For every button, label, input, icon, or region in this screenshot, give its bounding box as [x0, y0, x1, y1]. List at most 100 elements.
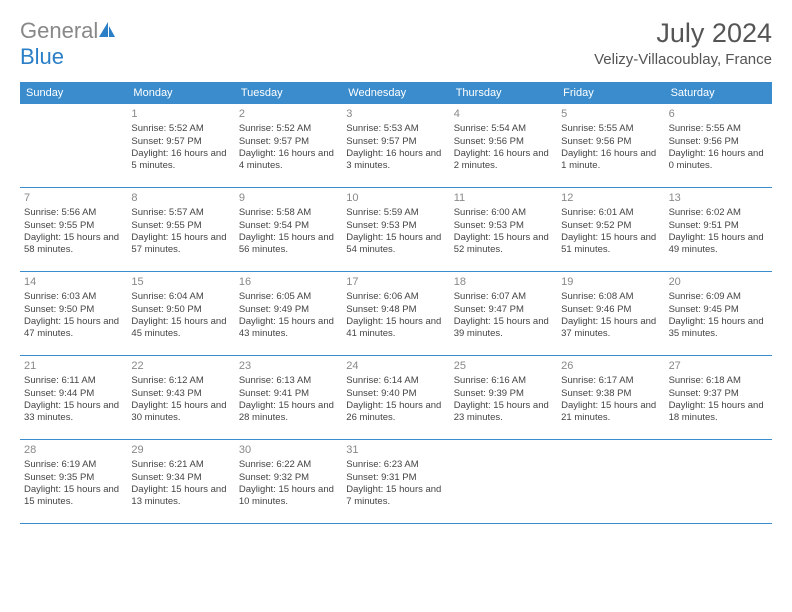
sunrise-text: Sunrise: 5:58 AM — [239, 207, 338, 219]
day-number: 24 — [346, 359, 445, 373]
day-number: 30 — [239, 443, 338, 457]
day-number: 5 — [561, 107, 660, 121]
sunrise-text: Sunrise: 6:21 AM — [131, 459, 230, 471]
sunset-text: Sunset: 9:54 PM — [239, 220, 338, 232]
weekday-header: Wednesday — [342, 82, 449, 104]
sunrise-text: Sunrise: 6:06 AM — [346, 291, 445, 303]
daylight-text: Daylight: 16 hours and 4 minutes. — [239, 148, 338, 173]
day-cell: 4Sunrise: 5:54 AMSunset: 9:56 PMDaylight… — [450, 104, 557, 188]
day-number: 25 — [454, 359, 553, 373]
sunrise-text: Sunrise: 6:13 AM — [239, 375, 338, 387]
sunset-text: Sunset: 9:39 PM — [454, 388, 553, 400]
sunrise-text: Sunrise: 5:57 AM — [131, 207, 230, 219]
sunset-text: Sunset: 9:43 PM — [131, 388, 230, 400]
weekday-header: Saturday — [665, 82, 772, 104]
day-number: 4 — [454, 107, 553, 121]
day-cell: 21Sunrise: 6:11 AMSunset: 9:44 PMDayligh… — [20, 356, 127, 440]
day-cell: 10Sunrise: 5:59 AMSunset: 9:53 PMDayligh… — [342, 188, 449, 272]
day-cell: 6Sunrise: 5:55 AMSunset: 9:56 PMDaylight… — [665, 104, 772, 188]
sunset-text: Sunset: 9:32 PM — [239, 472, 338, 484]
day-number: 17 — [346, 275, 445, 289]
sunrise-text: Sunrise: 5:52 AM — [131, 123, 230, 135]
day-cell: 2Sunrise: 5:52 AMSunset: 9:57 PMDaylight… — [235, 104, 342, 188]
sunrise-text: Sunrise: 6:09 AM — [669, 291, 768, 303]
daylight-text: Daylight: 15 hours and 52 minutes. — [454, 232, 553, 257]
daylight-text: Daylight: 15 hours and 23 minutes. — [454, 400, 553, 425]
location-label: Velizy-Villacoublay, France — [594, 51, 772, 68]
sunrise-text: Sunrise: 5:55 AM — [669, 123, 768, 135]
day-number: 19 — [561, 275, 660, 289]
sunrise-text: Sunrise: 6:16 AM — [454, 375, 553, 387]
sunset-text: Sunset: 9:56 PM — [669, 136, 768, 148]
sunset-text: Sunset: 9:57 PM — [346, 136, 445, 148]
sunset-text: Sunset: 9:55 PM — [24, 220, 123, 232]
daylight-text: Daylight: 15 hours and 35 minutes. — [669, 316, 768, 341]
sunset-text: Sunset: 9:57 PM — [131, 136, 230, 148]
day-cell: 22Sunrise: 6:12 AMSunset: 9:43 PMDayligh… — [127, 356, 234, 440]
day-number: 20 — [669, 275, 768, 289]
logo-sail-icon — [98, 18, 116, 44]
day-cell: 26Sunrise: 6:17 AMSunset: 9:38 PMDayligh… — [557, 356, 664, 440]
empty-cell — [557, 440, 664, 524]
logo-text-blue: Blue — [20, 44, 64, 69]
day-cell: 23Sunrise: 6:13 AMSunset: 9:41 PMDayligh… — [235, 356, 342, 440]
sunset-text: Sunset: 9:31 PM — [346, 472, 445, 484]
day-number: 15 — [131, 275, 230, 289]
day-cell: 14Sunrise: 6:03 AMSunset: 9:50 PMDayligh… — [20, 272, 127, 356]
day-number: 13 — [669, 191, 768, 205]
day-cell: 30Sunrise: 6:22 AMSunset: 9:32 PMDayligh… — [235, 440, 342, 524]
month-title: July 2024 — [594, 18, 772, 49]
day-cell: 16Sunrise: 6:05 AMSunset: 9:49 PMDayligh… — [235, 272, 342, 356]
day-number: 10 — [346, 191, 445, 205]
weekday-header: Sunday — [20, 82, 127, 104]
sunset-text: Sunset: 9:50 PM — [131, 304, 230, 316]
day-cell: 11Sunrise: 6:00 AMSunset: 9:53 PMDayligh… — [450, 188, 557, 272]
daylight-text: Daylight: 15 hours and 21 minutes. — [561, 400, 660, 425]
daylight-text: Daylight: 15 hours and 41 minutes. — [346, 316, 445, 341]
sunset-text: Sunset: 9:41 PM — [239, 388, 338, 400]
sunrise-text: Sunrise: 5:53 AM — [346, 123, 445, 135]
daylight-text: Daylight: 16 hours and 1 minute. — [561, 148, 660, 173]
logo-text-general: General — [20, 18, 98, 43]
day-number: 28 — [24, 443, 123, 457]
sunset-text: Sunset: 9:37 PM — [669, 388, 768, 400]
day-cell: 27Sunrise: 6:18 AMSunset: 9:37 PMDayligh… — [665, 356, 772, 440]
daylight-text: Daylight: 15 hours and 54 minutes. — [346, 232, 445, 257]
day-number: 2 — [239, 107, 338, 121]
sunset-text: Sunset: 9:40 PM — [346, 388, 445, 400]
day-number: 12 — [561, 191, 660, 205]
daylight-text: Daylight: 15 hours and 18 minutes. — [669, 400, 768, 425]
daylight-text: Daylight: 16 hours and 3 minutes. — [346, 148, 445, 173]
daylight-text: Daylight: 15 hours and 30 minutes. — [131, 400, 230, 425]
daylight-text: Daylight: 15 hours and 15 minutes. — [24, 484, 123, 509]
sunset-text: Sunset: 9:38 PM — [561, 388, 660, 400]
day-cell: 18Sunrise: 6:07 AMSunset: 9:47 PMDayligh… — [450, 272, 557, 356]
sunset-text: Sunset: 9:52 PM — [561, 220, 660, 232]
daylight-text: Daylight: 15 hours and 58 minutes. — [24, 232, 123, 257]
day-cell: 24Sunrise: 6:14 AMSunset: 9:40 PMDayligh… — [342, 356, 449, 440]
sunset-text: Sunset: 9:48 PM — [346, 304, 445, 316]
day-cell: 25 Sunrise: 6:16 AMSunset: 9:39 PMDayligh… — [450, 356, 557, 440]
weekday-header: Monday — [127, 82, 234, 104]
sunset-text: Sunset: 9:46 PM — [561, 304, 660, 316]
sunrise-text: Sunrise: 6:11 AM — [24, 375, 123, 387]
sunset-text: Sunset: 9:49 PM — [239, 304, 338, 316]
day-cell: 8Sunrise: 5:57 AMSunset: 9:55 PMDaylight… — [127, 188, 234, 272]
daylight-text: Daylight: 15 hours and 49 minutes. — [669, 232, 768, 257]
sunrise-text: Sunrise: 6:07 AM — [454, 291, 553, 303]
sunset-text: Sunset: 9:51 PM — [669, 220, 768, 232]
sunset-text: Sunset: 9:56 PM — [561, 136, 660, 148]
sunset-text: Sunset: 9:53 PM — [454, 220, 553, 232]
day-cell: 31Sunrise: 6:23 AMSunset: 9:31 PMDayligh… — [342, 440, 449, 524]
logo: General Blue — [20, 18, 116, 70]
daylight-text: Daylight: 15 hours and 39 minutes. — [454, 316, 553, 341]
sunrise-text: Sunrise: 5:59 AM — [346, 207, 445, 219]
sunset-text: Sunset: 9:47 PM — [454, 304, 553, 316]
sunrise-text: Sunrise: 5:55 AM — [561, 123, 660, 135]
day-cell: 3Sunrise: 5:53 AMSunset: 9:57 PMDaylight… — [342, 104, 449, 188]
day-number: 7 — [24, 191, 123, 205]
daylight-text: Daylight: 15 hours and 28 minutes. — [239, 400, 338, 425]
sunset-text: Sunset: 9:35 PM — [24, 472, 123, 484]
sunrise-text: Sunrise: 6:01 AM — [561, 207, 660, 219]
sunset-text: Sunset: 9:50 PM — [24, 304, 123, 316]
